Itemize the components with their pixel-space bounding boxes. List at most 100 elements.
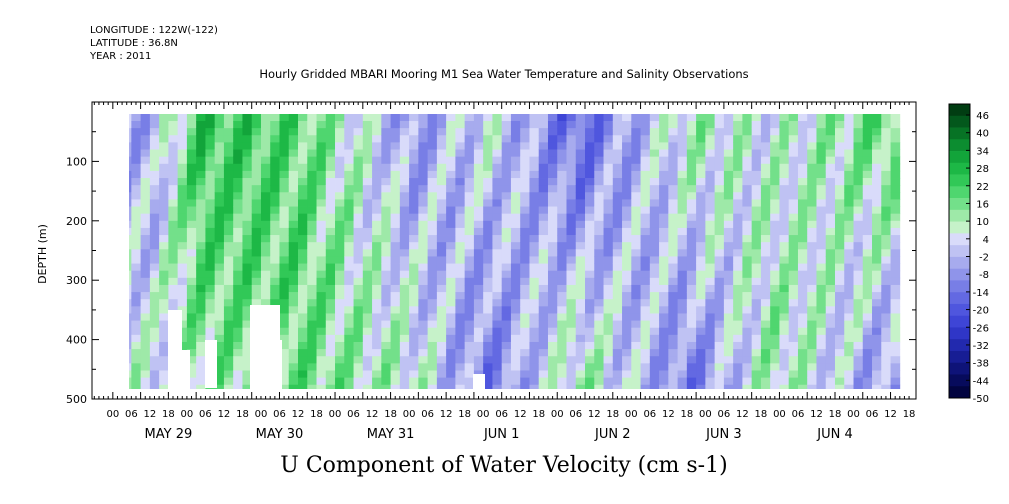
heatmap-cell [473, 277, 484, 286]
heatmap-cell [288, 363, 299, 371]
heatmap-cell [159, 220, 169, 229]
heatmap-cell [668, 114, 678, 122]
heatmap-cell [612, 135, 623, 143]
heatmap-cell [612, 121, 623, 129]
heatmap-cell [594, 277, 604, 286]
heatmap-cell [686, 170, 697, 179]
heatmap-cell [788, 220, 799, 229]
heatmap-cell [797, 384, 808, 389]
heatmap-cell [640, 220, 651, 229]
heatmap-cell [510, 370, 521, 379]
heatmap-cell [659, 220, 669, 229]
heatmap-cell [381, 292, 391, 300]
heatmap-cell [816, 327, 827, 336]
heatmap-cell [307, 256, 317, 264]
heatmap-cell [288, 277, 299, 286]
heatmap-cell [529, 320, 540, 329]
heatmap-cell [834, 156, 845, 165]
heatmap-cell [659, 284, 669, 293]
heatmap-cell [251, 149, 262, 158]
heatmap-cell [760, 163, 771, 172]
heatmap-cell [242, 320, 253, 329]
heatmap-cell [316, 306, 327, 314]
heatmap-cell [714, 384, 725, 389]
heatmap-cell [251, 121, 262, 129]
heatmap-cell [696, 313, 706, 321]
heatmap-cell [566, 149, 577, 158]
heatmap-cell [844, 192, 854, 200]
heatmap-cell [362, 128, 373, 136]
heatmap-cell [844, 270, 854, 279]
heatmap-cell [131, 299, 142, 307]
heatmap-cell [270, 206, 280, 215]
heatmap-cell [473, 306, 484, 314]
heatmap-cell [501, 334, 512, 343]
heatmap-cell [547, 242, 558, 250]
heatmap-cell [529, 370, 540, 379]
heatmap-cell [464, 256, 475, 264]
heatmap-cell [585, 156, 595, 165]
heatmap-cell [566, 284, 577, 293]
heatmap-cell [510, 284, 521, 293]
heatmap-cell [316, 227, 327, 236]
heatmap-cell [853, 206, 864, 215]
heatmap-cell [242, 156, 253, 165]
heatmap-cell [779, 256, 790, 264]
heatmap-cell [622, 135, 632, 143]
x-axis-label: U Component of Water Velocity (cm s-1) [280, 453, 728, 478]
heatmap-cell [455, 377, 466, 386]
heatmap-cell [825, 235, 836, 243]
heatmap-cell [464, 349, 475, 357]
heatmap-cell [362, 206, 373, 215]
heatmap-cell [585, 349, 595, 357]
heatmap-cell [233, 356, 243, 364]
heatmap-cell [129, 128, 132, 136]
heatmap-cell [510, 363, 521, 371]
x-day-label: JUN 1 [483, 427, 519, 442]
heatmap-cell [418, 292, 429, 300]
heatmap-cell [149, 284, 160, 293]
heatmap-cell [344, 277, 354, 286]
heatmap-cell [418, 349, 429, 357]
heatmap-cell [279, 292, 290, 300]
heatmap-cell [418, 356, 429, 364]
heatmap-cell [510, 128, 521, 136]
heatmap-cell [409, 292, 419, 300]
heatmap-cell [129, 149, 132, 158]
heatmap-cell [612, 213, 623, 222]
heatmap-cell [557, 377, 567, 386]
heatmap-cell [196, 263, 206, 272]
heatmap-cell [714, 156, 725, 165]
heatmap-cell [510, 320, 521, 329]
heatmap-cell [520, 292, 530, 300]
heatmap-cell [344, 220, 354, 229]
heatmap-cell [362, 121, 373, 129]
heatmap-cell [705, 199, 716, 207]
heatmap-cell [129, 199, 132, 207]
heatmap-cell [834, 142, 845, 150]
heatmap-cell [473, 242, 484, 250]
heatmap-cell [696, 213, 706, 222]
heatmap-cell [223, 370, 234, 379]
heatmap-cell [520, 242, 530, 250]
heatmap-cell [529, 220, 540, 229]
heatmap-cell [844, 114, 854, 122]
heatmap-cell [844, 156, 854, 165]
x-tick-label: 00 [773, 409, 786, 420]
heatmap-cell [260, 149, 271, 158]
heatmap-cell [353, 185, 364, 193]
heatmap-cell [751, 384, 762, 389]
heatmap-cell [807, 384, 817, 389]
x-tick-label: 06 [718, 409, 731, 420]
heatmap-cell [853, 178, 864, 186]
heatmap-cell [196, 284, 206, 293]
heatmap-cell [575, 320, 586, 329]
heatmap-cell [344, 213, 354, 222]
heatmap-cell [325, 327, 336, 336]
heatmap-cell [723, 377, 734, 386]
heatmap-cell [547, 306, 558, 314]
heatmap-cell [390, 192, 401, 200]
heatmap-cell [566, 227, 577, 236]
heatmap-cell [288, 270, 299, 279]
heatmap-cell [779, 363, 790, 371]
